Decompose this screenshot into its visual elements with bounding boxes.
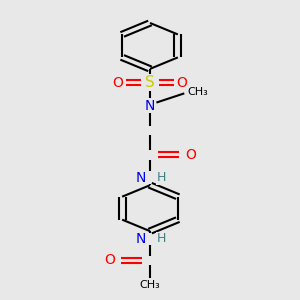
Text: H: H [157,171,166,184]
Text: O: O [177,76,188,90]
Text: CH₃: CH₃ [188,87,208,97]
Text: O: O [185,148,196,162]
Text: S: S [145,75,155,90]
Text: O: O [104,253,115,267]
Text: N: N [135,232,146,246]
Text: O: O [112,76,123,90]
Text: N: N [145,99,155,112]
Text: N: N [135,171,146,184]
Text: H: H [157,232,166,245]
Text: CH₃: CH₃ [140,280,160,290]
